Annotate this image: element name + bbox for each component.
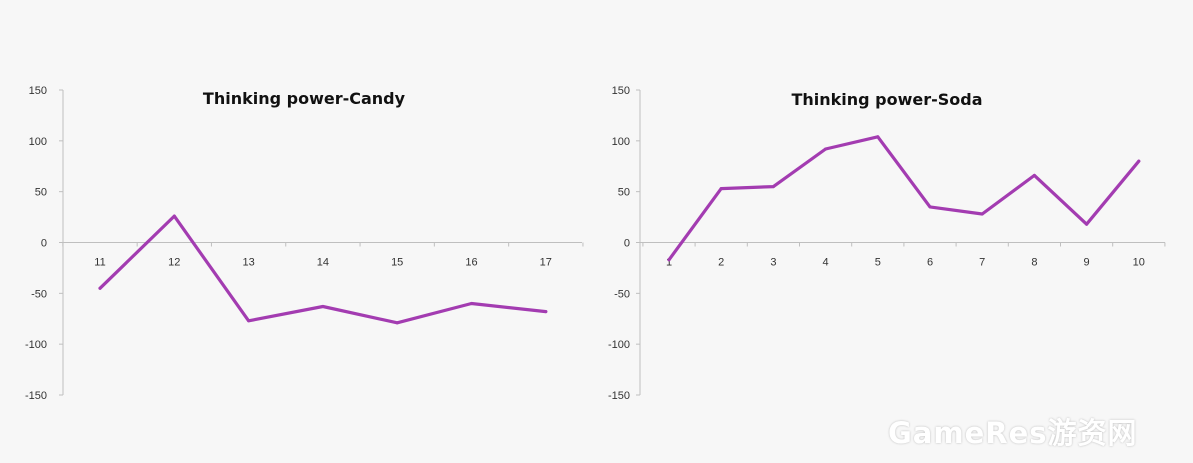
data-point	[172, 214, 176, 218]
y-tick-label: -100	[608, 339, 630, 351]
x-tick-label: 7	[979, 257, 985, 269]
y-tick-label: 100	[612, 136, 630, 148]
chart-title: Thinking power-Candy	[203, 89, 406, 108]
data-point	[824, 147, 828, 151]
x-tick-label: 16	[465, 257, 477, 269]
data-point	[544, 310, 548, 314]
data-point	[1085, 222, 1089, 226]
x-tick-label: 10	[1133, 257, 1145, 269]
data-point	[980, 212, 984, 216]
data-point	[1137, 159, 1141, 163]
y-tick-label: 50	[618, 187, 630, 199]
x-tick-label: 2	[718, 257, 724, 269]
chart-soda: Thinking power-Soda 150 100 50 0 -50 -100 -150 1…	[608, 85, 1166, 402]
y-tick-label: 0	[41, 238, 47, 250]
data-point	[395, 321, 399, 325]
chart-title: Thinking power-Soda	[791, 90, 982, 109]
data-point	[247, 319, 251, 323]
data-point	[470, 302, 473, 305]
y-tick-label: -50	[614, 288, 630, 300]
y-tick-label: 150	[612, 85, 630, 97]
x-tick-label: 17	[540, 257, 552, 269]
y-tick-label: -100	[25, 339, 47, 351]
x-tick-label: 9	[1084, 257, 1090, 269]
x-tick-label: 6	[927, 257, 933, 269]
y-tick-label: 100	[29, 136, 47, 148]
x-tick-label: 12	[168, 257, 180, 269]
data-point	[1032, 173, 1036, 177]
chart-candy: Thinking power-Candy 150 100 50 0 -50 -100 -150…	[25, 85, 584, 402]
y-tick-label: -150	[608, 390, 630, 402]
y-tick-label: -50	[31, 288, 47, 300]
data-point	[771, 185, 775, 189]
data-point	[876, 135, 880, 139]
data-point	[321, 305, 325, 309]
x-tick-label: 5	[875, 257, 881, 269]
x-tick-label: 3	[770, 257, 776, 269]
data-point	[667, 258, 671, 262]
x-tick-label: 1	[666, 257, 672, 269]
data-point	[98, 286, 102, 290]
y-tick-label: 150	[29, 85, 47, 97]
watermark-logo: GameRes游资网	[888, 416, 1138, 450]
x-tick-label: 11	[94, 257, 105, 269]
x-tick-label: 13	[242, 257, 254, 269]
y-tick-label: 50	[35, 187, 47, 199]
data-point	[719, 187, 723, 191]
x-tick-label: 8	[1031, 257, 1037, 269]
y-tick-label: 0	[624, 238, 630, 250]
data-point	[928, 205, 932, 209]
y-tick-label: -150	[25, 390, 47, 402]
x-tick-label: 15	[391, 257, 403, 269]
x-tick-label: 4	[823, 257, 829, 269]
x-tick-label: 14	[317, 257, 329, 269]
series-line	[667, 135, 1141, 262]
